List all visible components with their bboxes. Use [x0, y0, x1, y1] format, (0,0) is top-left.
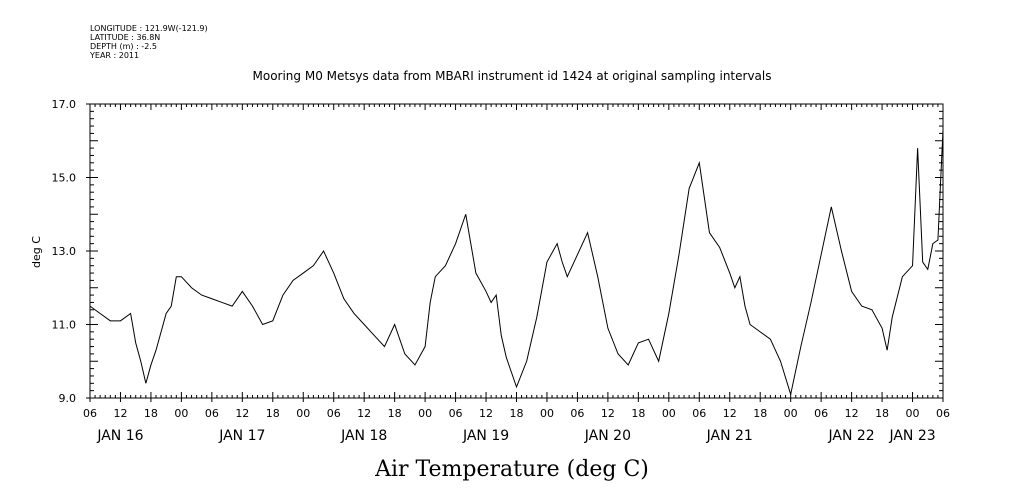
- y-axis-label: deg C: [30, 236, 43, 268]
- x-tick-label: 06: [692, 407, 706, 420]
- x-tick-label: 06: [83, 407, 97, 420]
- x-tick-label: 06: [814, 407, 828, 420]
- x-tick-label: 00: [662, 407, 676, 420]
- x-tick-label: 18: [510, 407, 524, 420]
- x-tick-label: 00: [540, 407, 554, 420]
- x-date-label: JAN 21: [706, 428, 753, 444]
- plot-frame: [89, 103, 944, 399]
- x-date-label: JAN 22: [828, 428, 875, 444]
- x-date-label: JAN 16: [96, 428, 143, 444]
- x-tick-label: 18: [144, 407, 158, 420]
- series-line-air-temperature: [89, 129, 944, 397]
- x-tick-label: 00: [784, 407, 798, 420]
- x-tick-label: 18: [753, 407, 767, 420]
- x-tick-label: 00: [296, 407, 310, 420]
- x-date-label: JAN 17: [218, 428, 265, 444]
- x-tick-label: 06: [570, 407, 584, 420]
- y-tick-label: 9.0: [59, 392, 77, 405]
- header-longitude: LONGITUDE : 121.9W(-121.9): [90, 24, 208, 33]
- x-tick-label: 06: [205, 407, 219, 420]
- x-tick-label: 12: [479, 407, 493, 420]
- y-tick-label: 11.0: [52, 319, 77, 332]
- x-tick-label: 00: [174, 407, 188, 420]
- x-axis-label: Air Temperature (deg C): [374, 457, 649, 482]
- tick-label-layer: 06 12 18 00 06 12 18 00 06 12 18 00 06 12 18 00 06 12 18 00…: [52, 98, 951, 444]
- x-date-label: JAN 23: [888, 428, 935, 444]
- x-tick-label: 06: [936, 407, 950, 420]
- x-tick-label: 18: [631, 407, 645, 420]
- header-depth: DEPTH (m) : -2.5: [90, 42, 157, 51]
- x-tick-label: 06: [449, 407, 463, 420]
- x-tick-label: 06: [327, 407, 341, 420]
- x-date-label: JAN 19: [462, 428, 509, 444]
- y-tick-label: 15.0: [52, 172, 77, 185]
- header-year: YEAR : 2011: [89, 51, 139, 60]
- x-tick-label: 12: [235, 407, 249, 420]
- x-tick-label: 12: [601, 407, 615, 420]
- header-latitude: LATITUDE : 36.8N: [90, 33, 160, 42]
- x-tick-label: 00: [418, 407, 432, 420]
- tick-layer: [86, 103, 944, 402]
- x-tick-label: 12: [357, 407, 371, 420]
- x-tick-label: 18: [388, 407, 402, 420]
- y-tick-label: 17.0: [52, 98, 77, 111]
- y-tick-label: 13.0: [52, 245, 77, 258]
- x-tick-label: 12: [845, 407, 859, 420]
- x-tick-label: 00: [906, 407, 920, 420]
- x-date-label: JAN 18: [340, 428, 387, 444]
- x-tick-label: 12: [113, 407, 127, 420]
- chart-title: Mooring M0 Metsys data from MBARI instru…: [253, 69, 772, 83]
- x-tick-label: 18: [266, 407, 280, 420]
- x-tick-label: 12: [723, 407, 737, 420]
- x-tick-label: 18: [875, 407, 889, 420]
- x-date-label: JAN 20: [584, 428, 631, 444]
